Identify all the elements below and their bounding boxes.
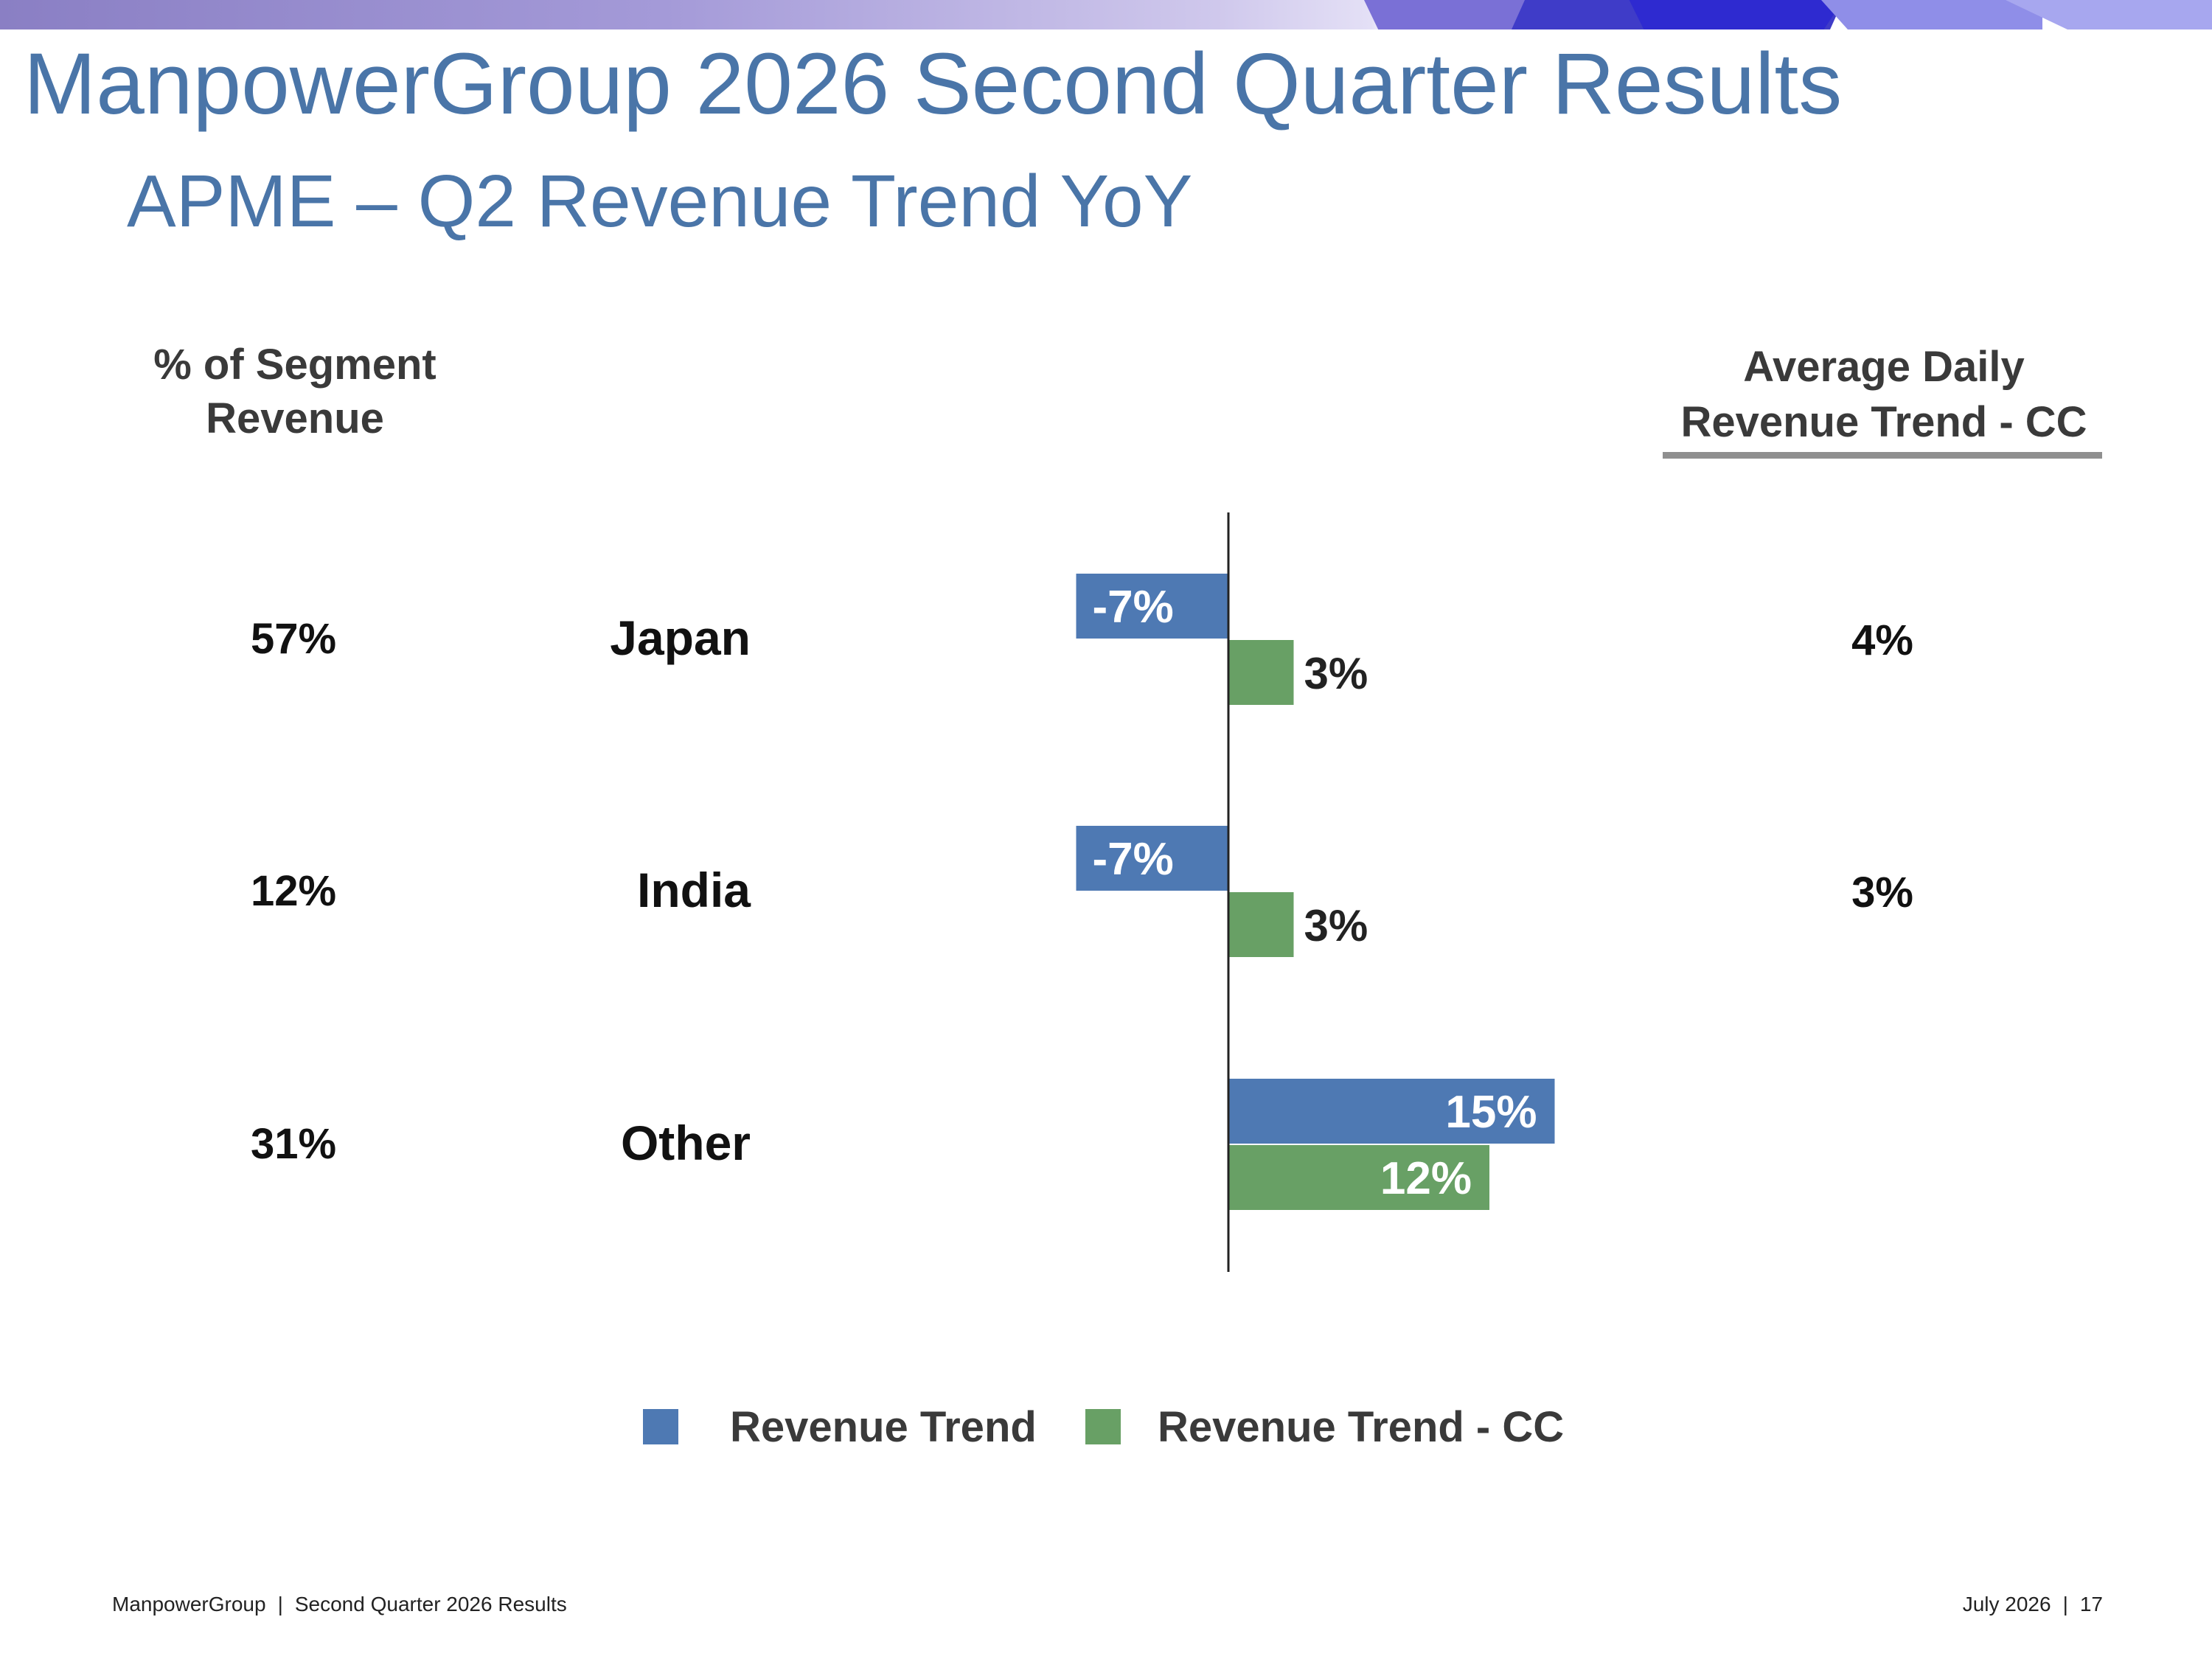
segment-share-value: 12% bbox=[251, 867, 336, 915]
bar-revenue-trend-cc bbox=[1228, 892, 1294, 957]
footer-date: July 2026 bbox=[1962, 1593, 2051, 1615]
category-label: India bbox=[637, 863, 751, 917]
bar-data-label: -7% bbox=[1093, 582, 1174, 633]
segment-share-value: 31% bbox=[251, 1120, 336, 1168]
bar-revenue-trend-cc bbox=[1228, 640, 1294, 705]
footer-left: ManpowerGroup | Second Quarter 2026 Result… bbox=[112, 1590, 567, 1619]
legend-swatch bbox=[1085, 1409, 1121, 1444]
category-label: Japan bbox=[610, 611, 751, 665]
banner-facet bbox=[1629, 0, 1843, 29]
footer-report: Second Quarter 2026 Results bbox=[294, 1593, 567, 1615]
banner-facet bbox=[1821, 0, 2042, 29]
bar-revenue-trend-cc bbox=[1228, 1145, 1489, 1210]
footer-right: July 2026 | 17 bbox=[1963, 1590, 2103, 1619]
bar-data-label: 3% bbox=[1304, 649, 1368, 698]
legend-label: Revenue Trend bbox=[730, 1403, 1037, 1451]
chart-rows: 57% Japan 4% 12% India 3% 31% Other bbox=[251, 611, 1913, 1170]
bar-data-label: -7% bbox=[1093, 834, 1174, 885]
legend-label: Revenue Trend - CC bbox=[1158, 1403, 1564, 1451]
right-column-header-line2: Revenue Trend - CC bbox=[1680, 398, 2087, 446]
bar-revenue-trend bbox=[1076, 574, 1228, 639]
top-banner bbox=[0, 0, 2212, 29]
footer-separator: | bbox=[277, 1593, 283, 1615]
chart-legend: Revenue Trend Revenue Trend - CC bbox=[643, 1403, 1564, 1451]
left-column-header-line1: % of Segment bbox=[153, 341, 437, 389]
page-subtitle: APME – Q2 Revenue Trend YoY bbox=[127, 160, 1193, 243]
footer-company: ManpowerGroup bbox=[112, 1593, 266, 1615]
bar-revenue-trend bbox=[1076, 826, 1228, 891]
left-column-header-line2: Revenue bbox=[206, 394, 384, 442]
bar-data-label: 12% bbox=[1380, 1153, 1472, 1204]
bar-data-label: 15% bbox=[1445, 1087, 1537, 1138]
bar-revenue-trend bbox=[1228, 1079, 1555, 1144]
right-column-header-underline bbox=[1663, 452, 2102, 459]
footer-page-number: 17 bbox=[2079, 1593, 2103, 1615]
legend-swatch bbox=[643, 1409, 678, 1444]
category-label: Other bbox=[621, 1116, 751, 1170]
average-daily-trend-value: 3% bbox=[1851, 869, 1913, 917]
right-column-header-line1: Average Daily bbox=[1743, 343, 2025, 391]
chart-bars: -7% 3% -7% 3% 15% 12% bbox=[1076, 574, 1555, 1210]
page-title: ManpowerGroup 2026 Second Quarter Result… bbox=[24, 35, 1843, 133]
footer-separator: | bbox=[2062, 1593, 2068, 1615]
average-daily-trend-value: 4% bbox=[1851, 616, 1913, 664]
revenue-trend-chart: % of Segment Revenue Average Daily Reven… bbox=[153, 341, 2102, 1451]
bar-data-label: 3% bbox=[1304, 901, 1368, 950]
segment-share-value: 57% bbox=[251, 615, 336, 663]
